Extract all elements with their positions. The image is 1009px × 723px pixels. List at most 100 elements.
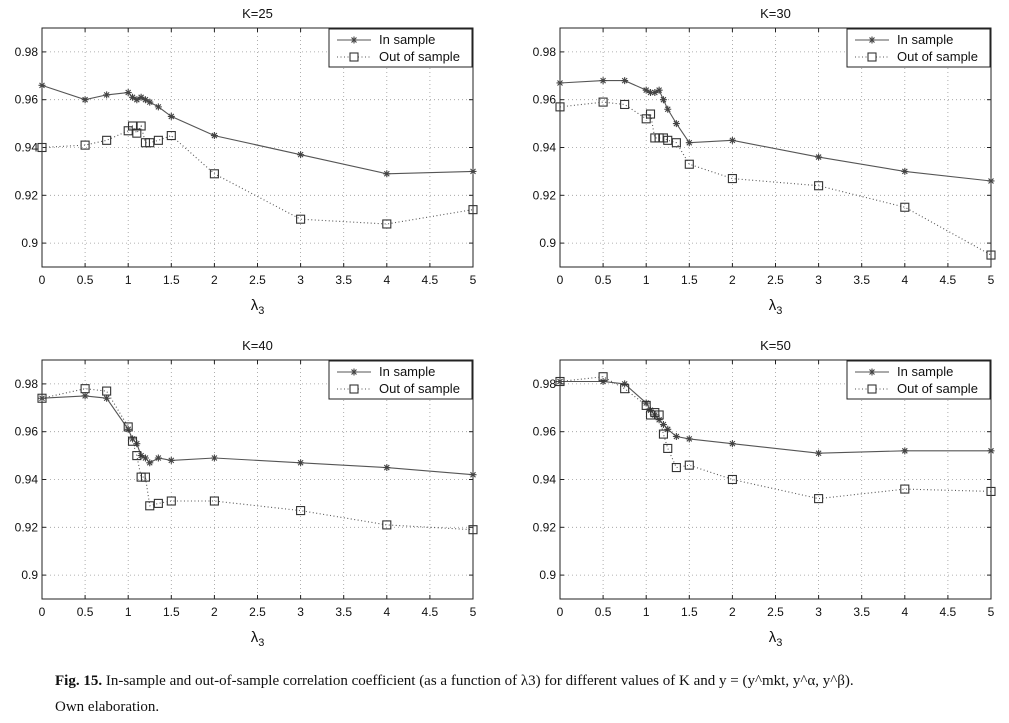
- chart-title: K=50: [760, 338, 791, 353]
- data-point-in-sample: [672, 432, 680, 440]
- legend-marker-out-of-sample: [867, 384, 877, 394]
- data-point-in-sample: [137, 93, 145, 101]
- x-tick-label: 3: [815, 605, 822, 619]
- data-point-in-sample: [38, 81, 46, 89]
- data-point-out-of-sample: [645, 109, 656, 119]
- x-tick-label: 4: [383, 273, 390, 287]
- data-point-in-sample: [901, 447, 909, 455]
- y-tick-label: 0.92: [15, 520, 39, 534]
- data-point-in-sample: [124, 89, 132, 97]
- data-point-in-sample: [167, 456, 175, 464]
- x-tick-label: 4.5: [940, 605, 957, 619]
- chart-title: K=40: [242, 338, 273, 353]
- data-point-out-of-sample: [166, 496, 176, 506]
- y-tick-label: 0.92: [533, 188, 557, 202]
- data-point-out-of-sample: [654, 410, 664, 420]
- data-point-out-of-sample: [671, 462, 681, 473]
- data-point-in-sample: [642, 399, 650, 407]
- data-point-out-of-sample: [555, 376, 565, 387]
- y-tick-label: 0.98: [15, 45, 39, 59]
- data-point-out-of-sample: [102, 135, 112, 145]
- x-tick-label: 4.5: [422, 605, 439, 619]
- data-point-out-of-sample: [620, 99, 630, 110]
- data-point-out-of-sample: [814, 494, 824, 504]
- x-tick-label: 0: [39, 605, 46, 619]
- series-line-in-sample: [559, 80, 992, 182]
- data-point-out-of-sample: [80, 384, 90, 394]
- data-point-in-sample: [133, 96, 141, 104]
- data-point-out-of-sample: [671, 138, 681, 148]
- legend-label-out-of-sample: Out of sample: [379, 49, 460, 64]
- y-tick-label: 0.96: [533, 93, 557, 107]
- x-tick-label: 0: [557, 605, 564, 619]
- data-point-in-sample: [146, 459, 154, 467]
- data-point-in-sample: [297, 151, 305, 159]
- data-point-out-of-sample: [986, 486, 996, 497]
- data-point-out-of-sample: [145, 501, 155, 511]
- data-point-in-sample: [103, 394, 111, 402]
- series-line-in-sample: [41, 395, 474, 476]
- legend-marker-out-of-sample: [867, 52, 877, 62]
- legend-label-in-sample: In sample: [379, 32, 435, 47]
- figure-panels: K=250 0.5 1 1.5 2 2.5 3 3.5 4 4.5 50.90.920.940.96…: [15, 6, 996, 649]
- data-point-out-of-sample: [296, 506, 306, 516]
- data-point-in-sample: [599, 77, 607, 85]
- x-tick-label: 1.5: [163, 605, 180, 619]
- x-tick-label: 2: [729, 605, 736, 619]
- data-point-out-of-sample: [132, 451, 142, 461]
- data-point-out-of-sample: [727, 174, 737, 184]
- x-tick-label: 2.5: [249, 605, 266, 619]
- data-point-in-sample: [124, 425, 132, 433]
- data-point-out-of-sample: [153, 498, 163, 508]
- chart-title: K=25: [242, 6, 273, 21]
- y-tick-label: 0.98: [533, 377, 557, 391]
- data-point-in-sample: [154, 103, 162, 111]
- chart-panel-2: K=30 0 0.5 1 1.5 2 2.5 3 3.5 4 4.5 5 0.9 0.92 0.94 0.96…: [533, 6, 996, 317]
- data-point-in-sample: [469, 471, 477, 479]
- data-point-in-sample: [664, 425, 672, 433]
- x-axis-label: λ3: [769, 297, 783, 317]
- x-tick-label: 3.5: [335, 605, 352, 619]
- data-point-out-of-sample: [658, 429, 668, 439]
- x-tick-label: 1: [125, 273, 132, 287]
- x-tick-label: 1.5: [681, 273, 698, 287]
- x-tick-label: 0.5: [77, 273, 94, 287]
- data-point-out-of-sample: [641, 400, 651, 410]
- data-point-out-of-sample: [382, 219, 392, 229]
- y-tick-label: 0.96: [533, 425, 557, 439]
- x-tick-label: 3: [297, 605, 304, 619]
- chart-panel-1: K=25 0 0.5 1 1.5 2 2.5 3 3.5 4 4.5 5 0.9 0.92 0.94 0.96…: [15, 6, 478, 317]
- data-point-in-sample: [103, 91, 111, 99]
- y-tick-label: 0.98: [15, 377, 39, 391]
- data-point-out-of-sample: [296, 214, 306, 224]
- data-point-out-of-sample: [123, 422, 133, 432]
- data-point-out-of-sample: [598, 372, 608, 382]
- data-point-out-of-sample: [598, 97, 608, 107]
- legend-marker-in-sample: [868, 368, 876, 376]
- legend-label-out-of-sample: Out of sample: [897, 381, 978, 396]
- x-tick-label: 5: [470, 605, 477, 619]
- x-tick-label: 1.5: [681, 605, 698, 619]
- x-tick-label: 5: [988, 605, 995, 619]
- legend-marker-in-sample: [350, 36, 358, 44]
- data-point-in-sample: [672, 120, 680, 128]
- x-tick-label: 2: [211, 605, 218, 619]
- x-tick-label: 0: [39, 273, 46, 287]
- data-point-out-of-sample: [140, 472, 150, 482]
- data-point-in-sample: [129, 435, 137, 443]
- y-tick-label: 0.9: [539, 568, 556, 582]
- data-point-in-sample: [210, 454, 218, 462]
- data-point-in-sample: [685, 139, 693, 147]
- data-point-out-of-sample: [127, 436, 138, 446]
- x-tick-label: 5: [988, 273, 995, 287]
- data-point-out-of-sample: [468, 205, 478, 215]
- data-point-in-sample: [154, 454, 162, 462]
- x-tick-label: 3: [815, 273, 822, 287]
- x-tick-label: 1: [125, 605, 132, 619]
- x-tick-label: 3.5: [853, 273, 870, 287]
- legend-marker-in-sample: [868, 36, 876, 44]
- data-point-in-sample: [556, 79, 564, 87]
- y-tick-label: 0.96: [15, 425, 39, 439]
- x-tick-label: 0: [557, 273, 564, 287]
- data-point-in-sample: [81, 392, 89, 400]
